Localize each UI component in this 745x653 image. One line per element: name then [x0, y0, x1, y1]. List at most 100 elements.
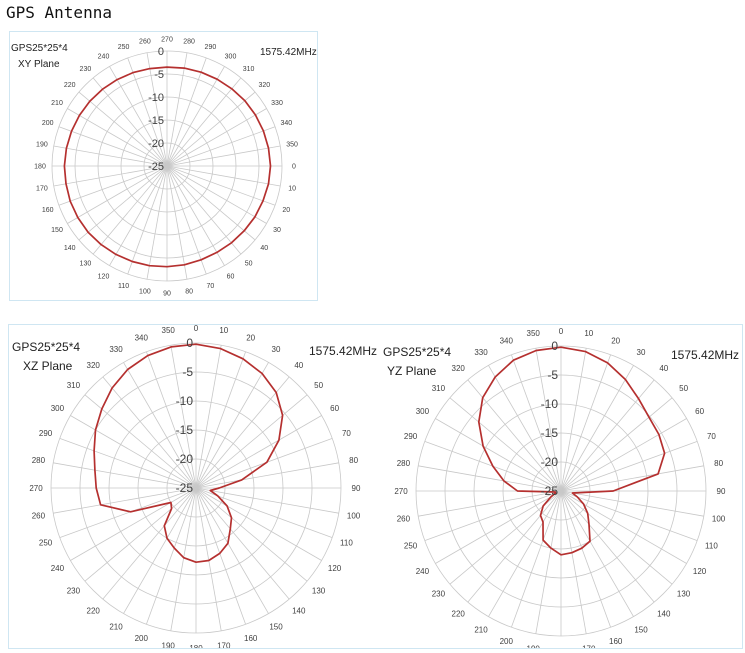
radial-tick-label: -20 [176, 452, 194, 466]
grid-spoke [560, 465, 704, 492]
grid-spoke [102, 487, 197, 600]
grid-spoke [166, 165, 267, 224]
angle-tick-label: 330 [271, 100, 283, 107]
angle-tick-label: 30 [637, 348, 646, 357]
radial-tick-label: -15 [148, 115, 164, 127]
angle-tick-label: 180 [189, 644, 203, 648]
polar-grid [51, 50, 283, 282]
angle-tick-label: 260 [32, 512, 46, 521]
angle-tick-label: 260 [397, 515, 411, 524]
grid-spoke [166, 165, 188, 280]
angle-tick-label: 150 [51, 227, 63, 234]
grid-spoke [195, 487, 246, 625]
radial-tick-label: -15 [541, 426, 559, 440]
grid-spoke [560, 490, 587, 634]
grid-spoke [195, 345, 222, 489]
angle-tick-label: 60 [695, 407, 704, 416]
angle-tick-label: 160 [609, 637, 623, 646]
grid-ring [502, 432, 620, 550]
grid-spoke [58, 165, 168, 206]
grid-spoke [166, 165, 256, 241]
angle-tick-label: 200 [135, 634, 149, 643]
grid-spoke [146, 351, 197, 489]
grid-spoke [166, 108, 267, 167]
angle-tick-label: 200 [42, 120, 54, 127]
grid-spoke [418, 465, 562, 492]
angle-tick-label: 100 [347, 512, 361, 521]
angle-tick-label: 70 [342, 429, 351, 438]
grid-spoke [166, 52, 188, 167]
grid-spoke [166, 165, 225, 266]
angle-tick-label: 160 [42, 207, 54, 214]
angle-tick-label: 70 [207, 283, 215, 290]
grid-spoke [92, 77, 168, 167]
grid-spoke [59, 487, 197, 538]
grid-spoke [166, 145, 281, 167]
page-title: GPS Antenna [6, 3, 112, 22]
angle-tick-label: 340 [135, 333, 149, 342]
radial-tick-label: -10 [176, 394, 194, 408]
angle-tick-label: 80 [185, 289, 193, 296]
angle-tick-label: 120 [328, 564, 342, 573]
angle-tick-label: 150 [269, 622, 283, 631]
angle-tick-label: 350 [527, 329, 541, 338]
angle-tick-label: 90 [717, 487, 726, 496]
angle-tick-label: 310 [243, 66, 255, 73]
angle-tick-label: 170 [36, 186, 48, 193]
angle-tick-label: 300 [416, 407, 430, 416]
grid-spoke [488, 365, 562, 492]
grid-spoke [67, 165, 168, 224]
grid-spoke [560, 490, 655, 603]
angle-tick-label: 190 [36, 141, 48, 148]
angle-tick-label: 10 [288, 186, 296, 193]
angle-tick-label: 130 [80, 261, 92, 268]
grid-spoke [424, 490, 562, 541]
angle-tick-label: 240 [98, 54, 110, 61]
grid-spoke [146, 165, 168, 280]
grid-ring [473, 403, 649, 579]
grid-spoke [418, 490, 562, 517]
grid-spoke [170, 487, 197, 631]
grid-spoke [195, 376, 290, 489]
angle-tick-label: 140 [292, 606, 306, 615]
grid-spoke [109, 66, 168, 167]
angle-tick-label: 140 [657, 609, 671, 618]
grid-spoke [195, 487, 308, 582]
angle-tick-label: 180 [34, 164, 46, 171]
angle-tick-label: 40 [294, 361, 303, 370]
angle-tick-label: 150 [634, 625, 648, 634]
chart-title: GPS25*25*4 [11, 43, 68, 54]
xy-plane-polar-chart: 0 -5 -10 -15 -20 -25 0 10 20 30 40 50 60 70 80 90 100 110… [11, 36, 317, 297]
angle-tick-label: 120 [693, 567, 707, 576]
grid-spoke [166, 165, 242, 255]
angle-tick-label: 280 [32, 456, 46, 465]
angle-tick-label: 120 [98, 273, 110, 280]
angle-tick-label: 0 [292, 163, 296, 170]
grid-spoke [109, 165, 168, 266]
angle-tick-label: 240 [416, 567, 430, 576]
angle-tick-label: 130 [677, 590, 691, 599]
grid-spoke [449, 397, 562, 492]
chart-subtitle: XZ Plane [23, 359, 73, 373]
grid-spoke [511, 490, 562, 628]
chart-title: GPS25*25*4 [12, 340, 80, 354]
angle-tick-label: 220 [452, 609, 466, 618]
radial-tick-label: -5 [182, 365, 193, 379]
grid-spoke [146, 487, 197, 625]
grid-ring [143, 142, 191, 190]
angle-tick-label: 220 [64, 82, 76, 89]
angle-tick-label: 280 [183, 38, 195, 45]
xz-yz-charts-panel: 0 -5 -10 -15 -20 -25 90 80 70 60 50 40 30 20 10 0 350 340… [8, 324, 743, 649]
angle-tick-label: 0 [194, 325, 199, 333]
angle-tick-label: 230 [67, 587, 81, 596]
grid-spoke [58, 126, 168, 167]
angle-tick-label: 10 [584, 329, 593, 338]
angle-tick-label: 200 [500, 637, 514, 646]
grid-spoke [195, 487, 322, 561]
grid-spoke [195, 362, 269, 489]
grid-ring [137, 429, 255, 547]
grid-spoke [78, 91, 168, 167]
angle-tick-label: 350 [162, 326, 176, 335]
radial-tick-label: -20 [148, 138, 164, 150]
grid-spoke [560, 490, 698, 541]
